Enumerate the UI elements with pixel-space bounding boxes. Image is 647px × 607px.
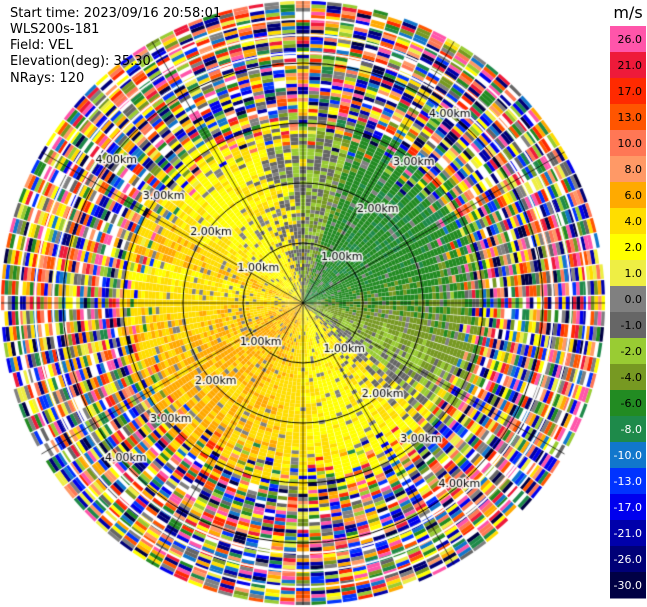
colorbar-unit-label: m/s <box>613 3 642 22</box>
colorbar-swatch <box>610 416 646 443</box>
colorbar-tick-label: 21.0 <box>618 59 643 72</box>
colorbar-tick-label: -10.0 <box>614 449 642 462</box>
colorbar-swatch <box>610 78 646 105</box>
colorbar-swatch <box>610 546 646 573</box>
colorbar-swatch <box>610 364 646 391</box>
colorbar-swatch <box>610 442 646 469</box>
colorbar-tick-label: -30.0 <box>614 579 642 592</box>
colorbar-tick-label: 4.0 <box>625 215 643 228</box>
field-text: Field: VEL <box>10 38 73 53</box>
colorbar-tick-label: -6.0 <box>621 397 642 410</box>
colorbar-swatch <box>610 156 646 183</box>
colorbar-swatch <box>610 468 646 495</box>
colorbar-tick-label: 6.0 <box>625 189 643 202</box>
colorbar-swatch <box>610 312 646 339</box>
colorbar-swatch <box>610 52 646 79</box>
start-time-text: Start time: 2023/09/16 20:58:01 <box>10 6 222 21</box>
colorbar-swatch <box>610 286 646 313</box>
colorbar-tick-label: 17.0 <box>618 85 643 98</box>
colorbar-tick-label: 8.0 <box>625 163 643 176</box>
elevation-text: Elevation(deg): 35.30 <box>10 54 151 69</box>
colorbar-tick-label: -26.0 <box>614 553 642 566</box>
colorbar-tick-label: 13.0 <box>618 111 643 124</box>
colorbar-tick-label: 1.0 <box>625 267 643 280</box>
colorbar-tick-label: -17.0 <box>614 501 642 514</box>
colorbar-swatch <box>610 260 646 287</box>
colorbar-swatch <box>610 494 646 521</box>
colorbar-tick-label: -8.0 <box>621 423 642 436</box>
colorbar-tick-label: 0.0 <box>625 293 643 306</box>
colorbar-swatch <box>610 390 646 417</box>
colorbar-swatch <box>610 26 646 53</box>
colorbar-swatch <box>610 338 646 365</box>
colorbar-tick-label: -4.0 <box>621 371 642 384</box>
colorbar-swatch <box>610 234 646 261</box>
nrays-text: NRays: 120 <box>10 71 85 86</box>
colorbar-swatch <box>610 182 646 209</box>
colorbar-swatch <box>610 130 646 157</box>
colorbar-swatch <box>610 572 646 599</box>
colorbar-tick-label: -21.0 <box>614 527 642 540</box>
colorbar-swatch <box>610 104 646 131</box>
colorbar-swatch <box>610 520 646 547</box>
colorbar-swatch <box>610 208 646 235</box>
colorbar-tick-label: -2.0 <box>621 345 642 358</box>
colorbar-tick-label: 2.0 <box>625 241 643 254</box>
colorbar-tick-label: 26.0 <box>618 33 643 46</box>
colorbar-tick-label: -1.0 <box>621 319 642 332</box>
colorbar-tick-label: -13.0 <box>614 475 642 488</box>
colorbar-tick-label: 10.0 <box>618 137 643 150</box>
instrument-text: WLS200s-181 <box>10 22 100 37</box>
